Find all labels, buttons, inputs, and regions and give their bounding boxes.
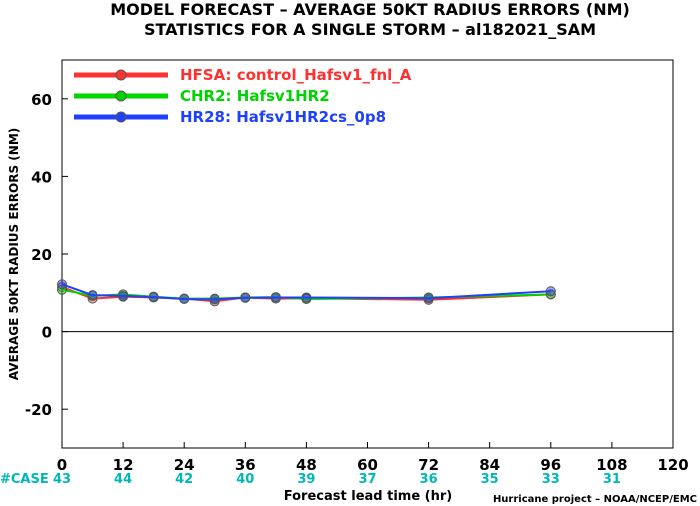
- data-point: [423, 293, 434, 304]
- case-count: 40: [236, 472, 254, 487]
- case-count: 37: [358, 472, 376, 487]
- x-tick-label: 0: [57, 456, 67, 474]
- data-point: [301, 292, 312, 303]
- data-point: [87, 290, 98, 301]
- data-point: [545, 286, 556, 297]
- x-tick-label: 96: [540, 456, 561, 474]
- legend-marker: [115, 69, 127, 81]
- legend-label: HFSA: control_Hafsv1_fnl_A: [180, 66, 412, 84]
- data-point: [57, 279, 67, 290]
- series-line: [61, 283, 551, 301]
- case-label: #CASE: [0, 472, 49, 487]
- data-point: [240, 292, 251, 303]
- y-tick-label: 40: [31, 168, 52, 186]
- case-count: 35: [481, 472, 499, 487]
- x-tick-label: 24: [174, 456, 195, 474]
- y-tick-label: -20: [25, 401, 52, 419]
- y-tick-label: 60: [31, 91, 52, 109]
- legend-marker: [115, 111, 127, 123]
- x-tick-label: 120: [657, 456, 688, 474]
- case-count: 36: [420, 472, 438, 487]
- x-tick-label: 60: [357, 456, 378, 474]
- data-point: [270, 292, 281, 303]
- chart-subtitle: STATISTICS FOR A SINGLE STORM – al182021…: [144, 20, 596, 39]
- x-tick-label: 36: [235, 456, 256, 474]
- case-count: 42: [175, 472, 193, 487]
- legend-label: HR28: Hafsv1HR2cs_0p8: [180, 108, 386, 126]
- chart-title: MODEL FORECAST – AVERAGE 50KT RADIUS ERR…: [110, 0, 630, 19]
- y-tick-label: 20: [31, 246, 52, 264]
- legend-marker: [115, 90, 127, 102]
- data-point: [179, 294, 190, 305]
- x-tick-label: 48: [296, 456, 317, 474]
- credit-text: Hurricane project – NOAA/NCEP/EMC: [493, 494, 697, 505]
- x-axis-label: Forecast lead time (hr): [284, 489, 452, 504]
- data-point: [209, 294, 220, 305]
- case-count: 31: [603, 472, 621, 487]
- data-point: [118, 290, 129, 301]
- y-axis-label: AVERAGE 50KT RADIUS ERRORS (NM): [7, 128, 21, 380]
- x-tick-label: 84: [479, 456, 500, 474]
- case-count: 33: [542, 472, 560, 487]
- legend-label: CHR2: Hafsv1HR2: [180, 87, 330, 105]
- y-tick-label: 0: [42, 324, 52, 342]
- case-count: 43: [53, 472, 71, 487]
- data-point: [148, 292, 159, 303]
- case-count: 44: [114, 472, 132, 487]
- x-tick-label: 72: [418, 456, 439, 474]
- case-count: 39: [297, 472, 315, 487]
- x-tick-label: 12: [113, 456, 134, 474]
- x-tick-label: 108: [596, 456, 627, 474]
